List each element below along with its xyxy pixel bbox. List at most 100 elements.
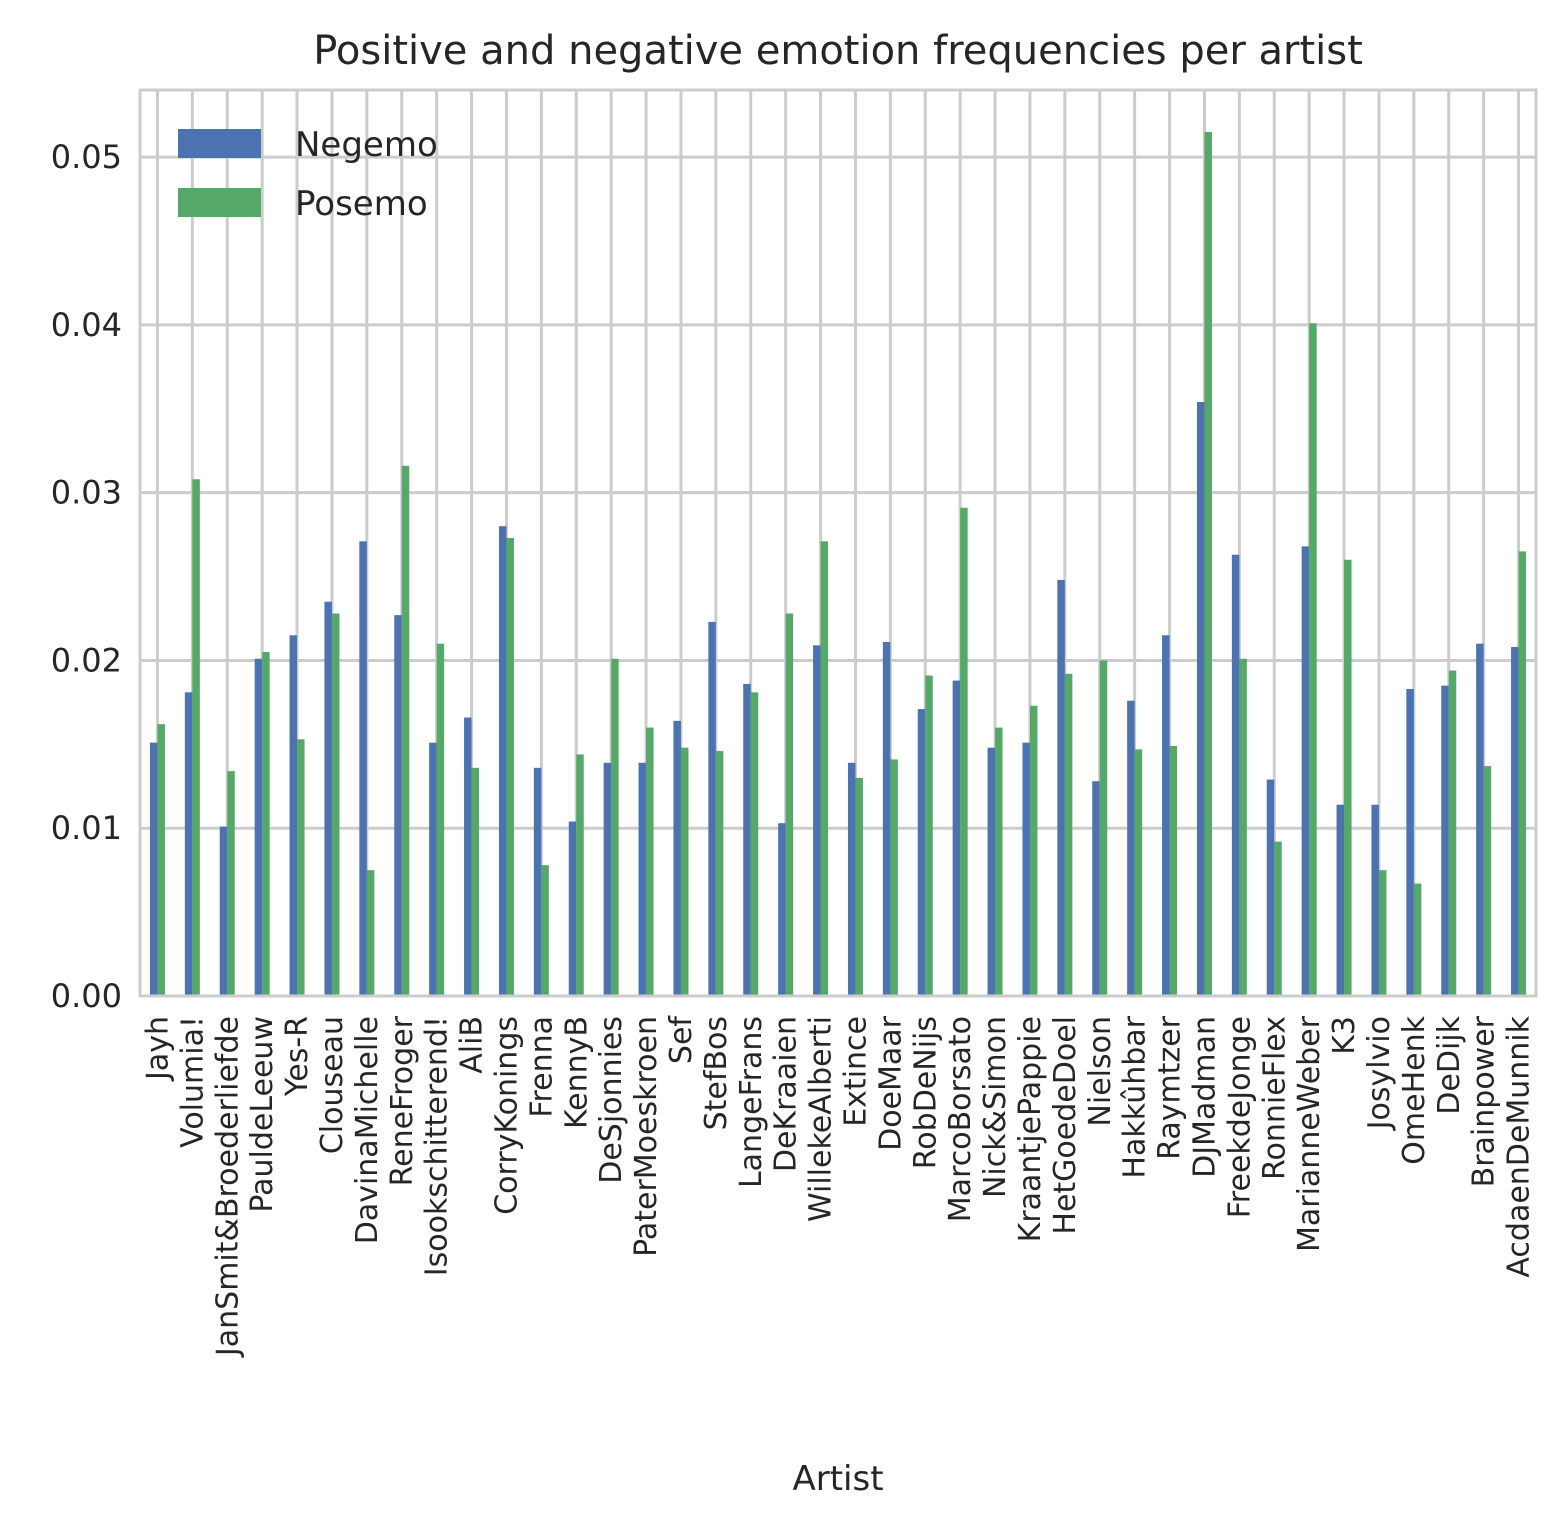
bar-negemo xyxy=(1441,685,1449,996)
bar-negemo xyxy=(1231,554,1240,996)
bar-posemo xyxy=(1448,670,1457,996)
x-tick-label: RobDeNijs xyxy=(908,1016,943,1169)
x-tick-label: Brainpower xyxy=(1467,1015,1502,1187)
legend-label-negemo: Negemo xyxy=(295,125,438,165)
bar-posemo xyxy=(1099,660,1108,996)
x-tick-label: DavinaMichelle xyxy=(350,1016,385,1244)
x-tick-label: OmeHenk xyxy=(1397,1015,1432,1164)
x-tick-label: Sef xyxy=(664,1015,699,1065)
x-tick-label: Nick&Simon xyxy=(978,1016,1013,1198)
bar-posemo xyxy=(715,751,724,996)
plot-frame xyxy=(138,88,1538,998)
bar-posemo xyxy=(1413,883,1422,996)
x-tick-label: Extince xyxy=(838,1016,873,1127)
x-tick-label: Volumia! xyxy=(175,1016,210,1148)
bar-negemo xyxy=(254,658,263,996)
y-tick-label: 0.04 xyxy=(51,306,122,344)
bar-negemo xyxy=(603,762,612,996)
bar-negemo xyxy=(1371,804,1379,996)
x-tick-label: ReneFroger xyxy=(385,1015,420,1186)
bar-negemo xyxy=(1476,643,1484,996)
x-tick-label: DeKraaien xyxy=(769,1016,804,1172)
bar-negemo xyxy=(638,762,647,996)
x-tick-label: JanSmit&Broederliefde xyxy=(210,1016,245,1358)
x-tick-label: RonnieFlex xyxy=(1257,1016,1292,1180)
bar-posemo xyxy=(1134,749,1143,996)
bar-negemo xyxy=(359,541,367,996)
y-tick-label: 0.01 xyxy=(51,809,122,847)
bar-negemo xyxy=(743,683,751,996)
legend-swatch-posemo xyxy=(178,188,261,217)
x-tick-label: Josylvio xyxy=(1362,1016,1397,1131)
x-tick-label: MarcoBorsato xyxy=(943,1016,978,1222)
x-tick-label: FreekdeJonge xyxy=(1222,1016,1257,1218)
bar-posemo xyxy=(1064,673,1073,996)
x-tick-label: StefBos xyxy=(699,1016,734,1130)
chart-title: Positive and negative emotion frequencie… xyxy=(313,28,1363,74)
bar-posemo xyxy=(611,658,619,996)
bar-posemo xyxy=(506,537,514,996)
x-tick-label: Nielson xyxy=(1083,1016,1118,1127)
x-tick-label: DoeMaar xyxy=(873,1015,908,1151)
y-tick-label: 0.02 xyxy=(51,641,122,679)
bar-posemo xyxy=(471,767,480,996)
bar-posemo xyxy=(1204,131,1212,996)
bar-negemo xyxy=(1127,700,1135,996)
bar-posemo xyxy=(297,739,305,996)
x-tick-label: AcdaenDeMunnik xyxy=(1502,1015,1537,1277)
bar-negemo xyxy=(1336,804,1345,996)
bar-negemo xyxy=(219,826,228,996)
x-tick-label: HetGoedeDoel xyxy=(1048,1016,1083,1235)
bar-posemo xyxy=(925,675,933,996)
bar-posemo xyxy=(262,652,270,996)
bar-posemo xyxy=(401,465,410,996)
bar-negemo xyxy=(498,526,507,996)
bar-negemo xyxy=(1196,402,1205,997)
bar-negemo xyxy=(882,641,891,996)
bar-posemo xyxy=(1274,841,1282,996)
bar-negemo xyxy=(1266,779,1275,996)
legend-swatch-negemo xyxy=(178,129,261,158)
y-axis-ticks: 0.00 0.01 0.02 0.03 0.04 0.05 xyxy=(51,138,122,1015)
x-tick-label: DeDijk xyxy=(1432,1015,1467,1114)
y-tick-label: 0.00 xyxy=(51,977,122,1015)
bar-posemo xyxy=(541,865,549,996)
bar-negemo xyxy=(673,720,681,996)
bar-posemo xyxy=(192,479,200,996)
bar-posemo xyxy=(960,507,968,996)
x-tick-label: CorryKonings xyxy=(489,1016,524,1215)
x-tick-label: LangeFrans xyxy=(734,1016,769,1188)
bar-posemo xyxy=(646,727,654,996)
bar-negemo xyxy=(464,717,472,996)
bar-negemo xyxy=(778,823,786,996)
legend: Negemo Posemo xyxy=(178,125,438,224)
x-tick-label: DeSjonnies xyxy=(594,1016,629,1184)
bar-posemo xyxy=(366,870,375,996)
bar-posemo xyxy=(820,541,829,996)
x-tick-label: PaterMoeskroen xyxy=(629,1016,664,1257)
bar-negemo xyxy=(394,615,402,996)
bar-negemo xyxy=(987,747,996,996)
legend-label-posemo: Posemo xyxy=(295,184,428,224)
bar-posemo xyxy=(227,771,235,996)
bar-negemo xyxy=(1162,635,1170,996)
bar-posemo xyxy=(1029,705,1038,996)
bars xyxy=(149,131,1527,997)
bar-posemo xyxy=(750,692,759,996)
bar-negemo xyxy=(1406,688,1414,996)
x-tick-label: Frenna xyxy=(524,1016,559,1118)
bar-posemo xyxy=(436,643,445,996)
bar-posemo xyxy=(785,613,794,996)
y-tick-label: 0.03 xyxy=(51,474,122,512)
bar-negemo xyxy=(847,762,856,996)
bar-posemo xyxy=(1378,870,1387,996)
bar-negemo xyxy=(1511,647,1519,996)
bar-posemo xyxy=(331,613,340,996)
x-tick-label: Isookschitterend! xyxy=(420,1016,455,1276)
y-tick-label: 0.05 xyxy=(51,138,122,176)
x-tick-label: Clouseau xyxy=(315,1016,350,1154)
x-tick-label: AliB xyxy=(455,1016,490,1074)
x-axis-label: Artist xyxy=(792,1459,883,1499)
x-tick-label: KennyB xyxy=(559,1016,594,1129)
